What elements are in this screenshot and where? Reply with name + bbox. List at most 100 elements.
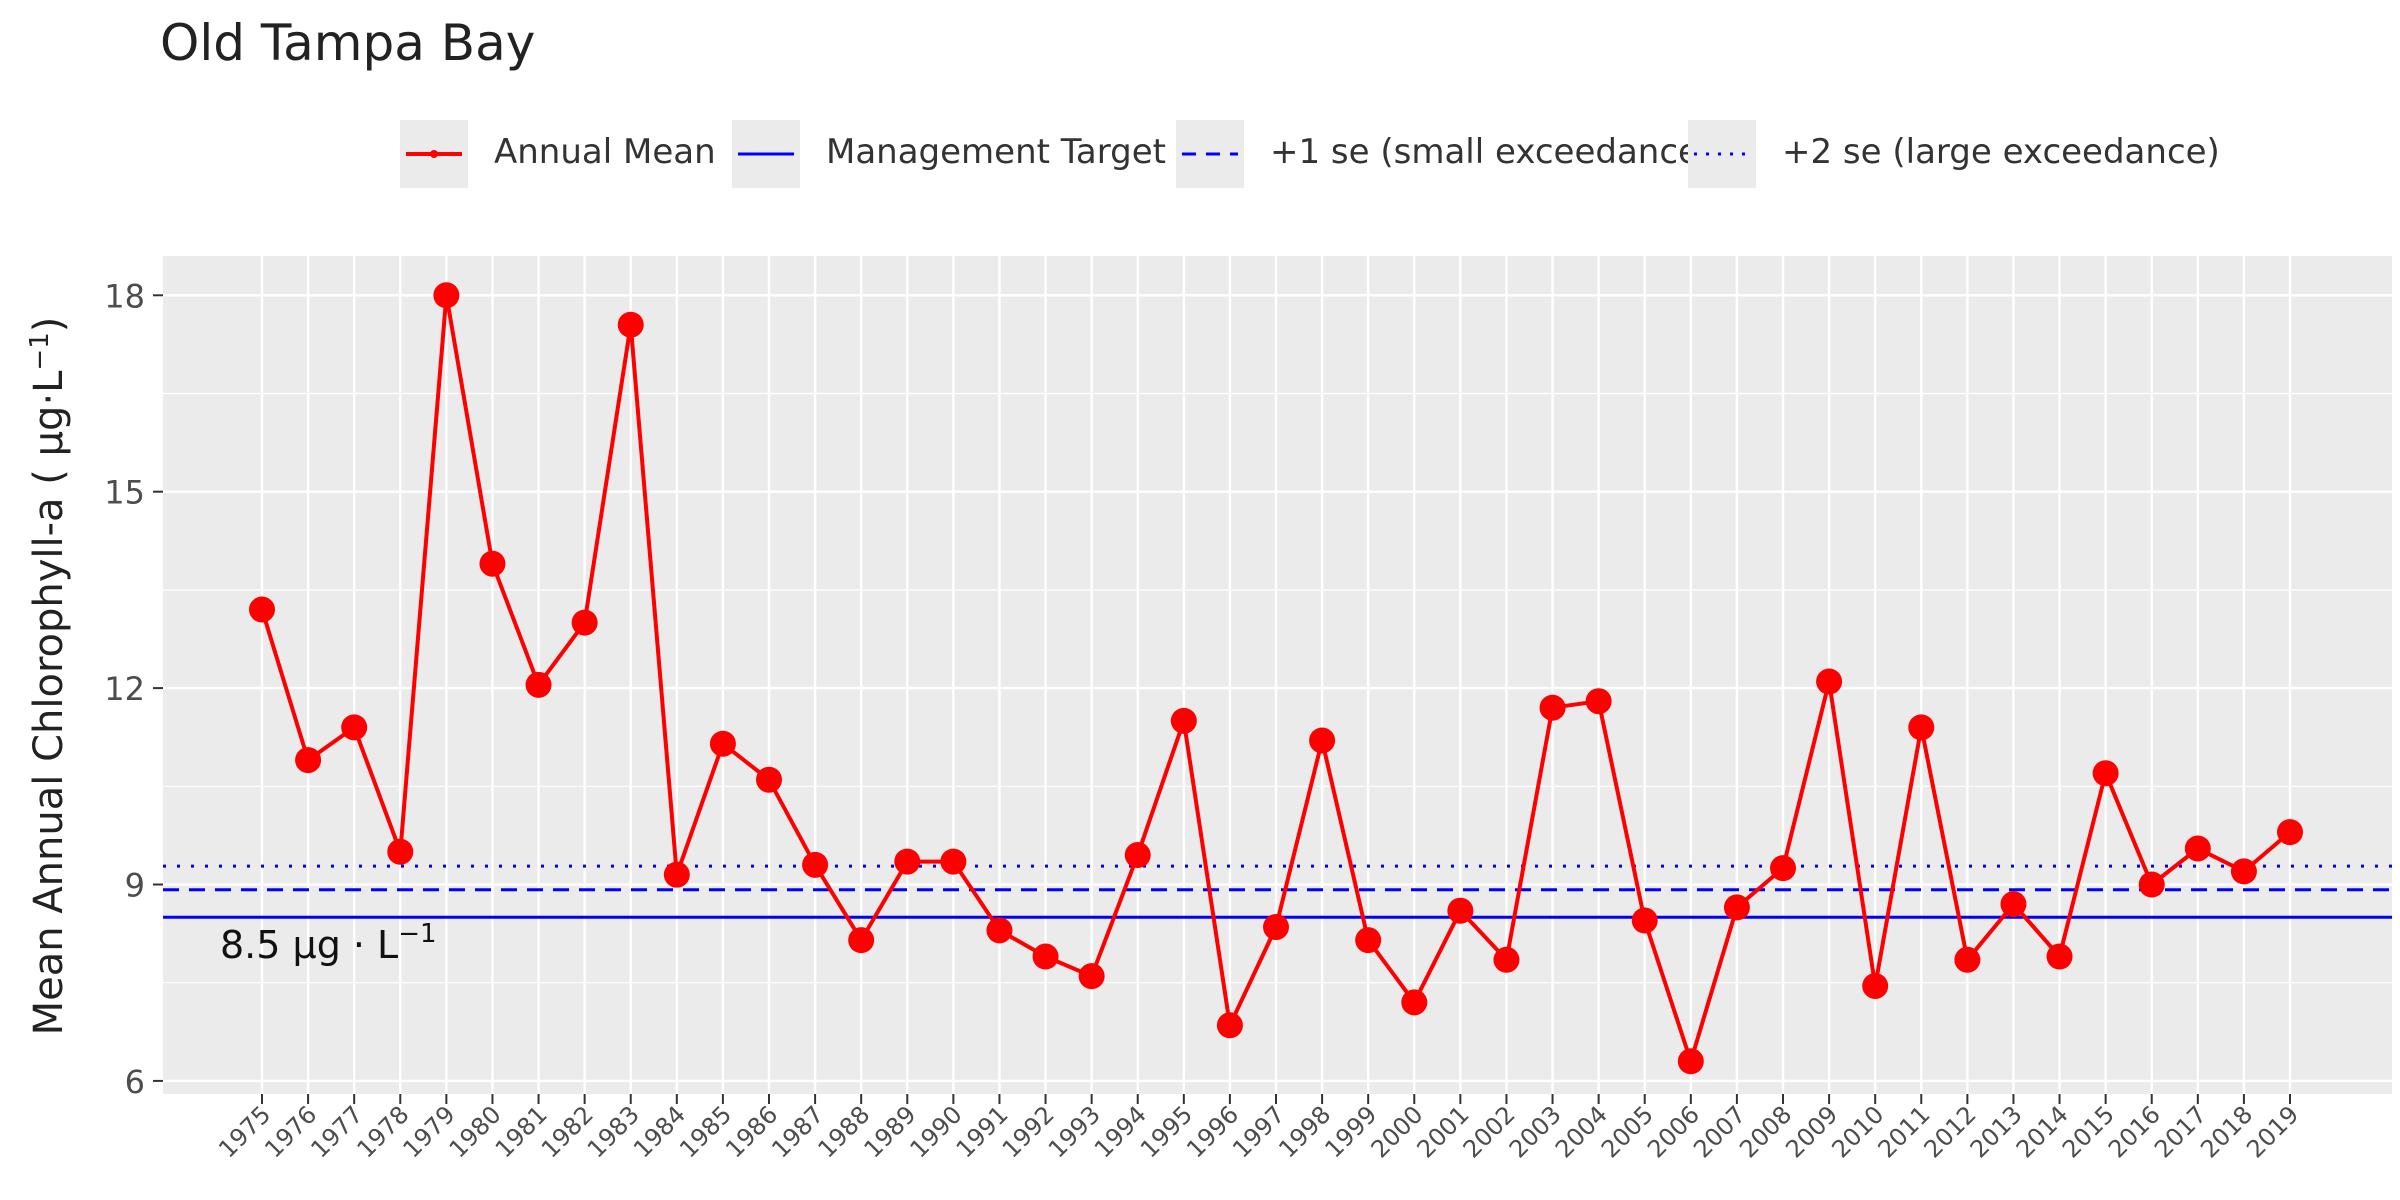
legend-label-management-target: Management Target xyxy=(826,132,1166,172)
data-point xyxy=(1032,943,1059,970)
y-axis-label-sup: −1 xyxy=(25,332,55,370)
x-tick-label: 1993 xyxy=(1043,1100,1106,1163)
data-point xyxy=(1770,855,1796,882)
data-point xyxy=(663,861,690,888)
x-tick-label: 2015 xyxy=(2057,1100,2120,1163)
y-tick-label: 12 xyxy=(104,670,145,708)
x-tick-label: 2016 xyxy=(2103,1100,2166,1163)
data-point xyxy=(387,838,414,865)
x-tick-label: 1997 xyxy=(1227,1100,1290,1163)
data-point xyxy=(1816,668,1843,695)
x-tick-label: 2019 xyxy=(2241,1100,2304,1163)
legend-key-se2 xyxy=(1688,120,1756,188)
data-point xyxy=(1723,894,1750,921)
data-point xyxy=(1355,927,1382,954)
x-tick-label: 1984 xyxy=(628,1100,691,1163)
target-annotation-sup: −1 xyxy=(398,919,436,949)
data-point xyxy=(479,550,506,577)
data-point xyxy=(2184,835,2211,862)
x-tick-label: 1977 xyxy=(305,1100,368,1163)
data-point xyxy=(433,282,460,309)
y-tick-label: 18 xyxy=(104,277,145,315)
x-tick-label: 1998 xyxy=(1273,1100,1336,1163)
x-tick-label: 1989 xyxy=(859,1100,922,1163)
data-point xyxy=(1216,1012,1243,1039)
data-point xyxy=(1078,963,1105,990)
x-tick-label: 1983 xyxy=(582,1100,645,1163)
data-point xyxy=(1954,946,1981,973)
data-point xyxy=(1309,727,1336,754)
x-tick-label: 1999 xyxy=(1319,1100,1382,1163)
data-point xyxy=(1862,972,1889,999)
series-annual-mean xyxy=(249,282,2303,1075)
x-tick-label: 1979 xyxy=(398,1100,461,1163)
x-tick-label: 2001 xyxy=(1412,1100,1475,1163)
x-tick-label: 2002 xyxy=(1458,1100,1521,1163)
target-annotation-main: 8.5 µg · L xyxy=(220,923,398,967)
data-point xyxy=(1908,714,1935,741)
y-axis-label-main: Mean Annual Chlorophyll-a ( µg·L xyxy=(26,370,72,1036)
data-point xyxy=(2092,760,2119,787)
x-tick-label: 2008 xyxy=(1734,1100,1797,1163)
x-tick-label: 2011 xyxy=(1873,1100,1936,1163)
x-tick-label: 1986 xyxy=(720,1100,783,1163)
data-point xyxy=(1677,1048,1704,1075)
x-tick-label: 1991 xyxy=(951,1100,1014,1163)
legend-key-annual-mean xyxy=(400,120,468,188)
data-point xyxy=(2046,943,2073,970)
x-tick-label: 2017 xyxy=(2149,1100,2212,1163)
x-tick-label: 1980 xyxy=(444,1100,507,1163)
data-point xyxy=(1539,694,1566,721)
y-axis: 6 9 12 15 18 xyxy=(104,277,163,1101)
x-tick-label: 1996 xyxy=(1181,1100,1244,1163)
x-tick-label: 1978 xyxy=(352,1100,415,1163)
data-point xyxy=(2000,891,2027,918)
legend-key-management-target xyxy=(732,120,800,188)
y-tick-label: 9 xyxy=(125,867,145,905)
legend: Annual Mean Management Target +1 se (sma… xyxy=(0,120,2400,188)
data-point xyxy=(2277,819,2303,846)
data-point xyxy=(1124,842,1151,869)
x-axis: 1975197619771978197919801981198219831984… xyxy=(213,1094,2304,1163)
x-tick-label: 2005 xyxy=(1596,1100,1659,1163)
x-tick-label: 1975 xyxy=(213,1100,276,1163)
legend-label-se2: +2 se (large exceedance) xyxy=(1782,132,2220,172)
data-point xyxy=(2138,871,2165,898)
x-tick-label: 1982 xyxy=(536,1100,599,1163)
x-tick-label: 2018 xyxy=(2195,1100,2258,1163)
legend-label-annual-mean: Annual Mean xyxy=(494,132,716,172)
legend-label-se1: +1 se (small exceedance) xyxy=(1270,132,1713,172)
x-tick-label: 1976 xyxy=(259,1100,322,1163)
x-tick-label: 2012 xyxy=(1919,1100,1982,1163)
data-point xyxy=(341,714,368,741)
data-point xyxy=(1170,707,1197,734)
x-tick-label: 1992 xyxy=(997,1100,1060,1163)
data-point xyxy=(249,596,275,623)
x-tick-label: 2004 xyxy=(1550,1100,1613,1163)
x-tick-label: 2013 xyxy=(1965,1100,2028,1163)
data-point xyxy=(1401,989,1428,1016)
y-tick-label: 15 xyxy=(104,474,145,512)
data-point xyxy=(894,848,921,875)
x-tick-label: 2007 xyxy=(1688,1100,1751,1163)
x-tick-label: 1994 xyxy=(1089,1100,1152,1163)
data-point xyxy=(1263,914,1289,941)
target-annotation: 8.5 µg · L−1 xyxy=(220,919,437,967)
x-tick-label: 1990 xyxy=(905,1100,968,1163)
data-point xyxy=(617,311,644,338)
data-point xyxy=(571,609,598,636)
x-tick-label: 2014 xyxy=(2011,1100,2074,1163)
data-point xyxy=(1585,688,1612,715)
x-tick-label: 1985 xyxy=(674,1100,737,1163)
data-point xyxy=(1631,907,1658,934)
x-tick-label: 2009 xyxy=(1780,1100,1843,1163)
data-point xyxy=(709,730,736,757)
y-axis-label: Mean Annual Chlorophyll-a ( µg·L−1) xyxy=(25,317,72,1036)
grid-lines xyxy=(163,256,2392,1094)
data-point xyxy=(1447,897,1474,924)
chart-title: Old Tampa Bay xyxy=(160,14,536,72)
data-point xyxy=(802,851,829,878)
data-point xyxy=(848,927,875,954)
legend-key-se1 xyxy=(1176,120,1244,188)
